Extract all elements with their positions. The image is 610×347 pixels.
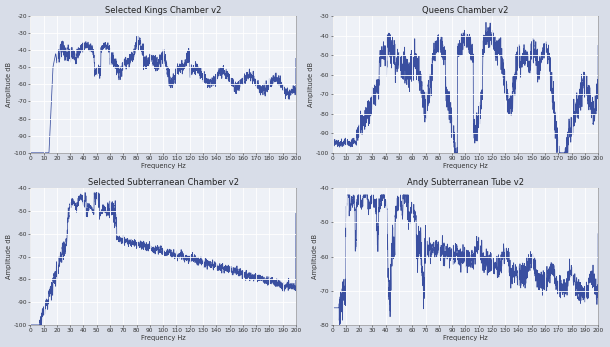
Title: Andy Subterranean Tube v2: Andy Subterranean Tube v2 (407, 178, 524, 187)
Title: Selected Kings Chamber v2: Selected Kings Chamber v2 (105, 6, 221, 15)
Y-axis label: Amplitude dB: Amplitude dB (309, 62, 315, 107)
Y-axis label: Amplitude dB: Amplitude dB (6, 234, 12, 279)
X-axis label: Frequency Hz: Frequency Hz (141, 163, 185, 169)
Title: Queens Chamber v2: Queens Chamber v2 (422, 6, 509, 15)
Title: Selected Subterranean Chamber v2: Selected Subterranean Chamber v2 (88, 178, 239, 187)
Y-axis label: Amplitude dB: Amplitude dB (312, 234, 318, 279)
Y-axis label: Amplitude dB: Amplitude dB (6, 62, 12, 107)
X-axis label: Frequency Hz: Frequency Hz (443, 335, 488, 341)
X-axis label: Frequency Hz: Frequency Hz (443, 163, 488, 169)
X-axis label: Frequency Hz: Frequency Hz (141, 335, 185, 341)
